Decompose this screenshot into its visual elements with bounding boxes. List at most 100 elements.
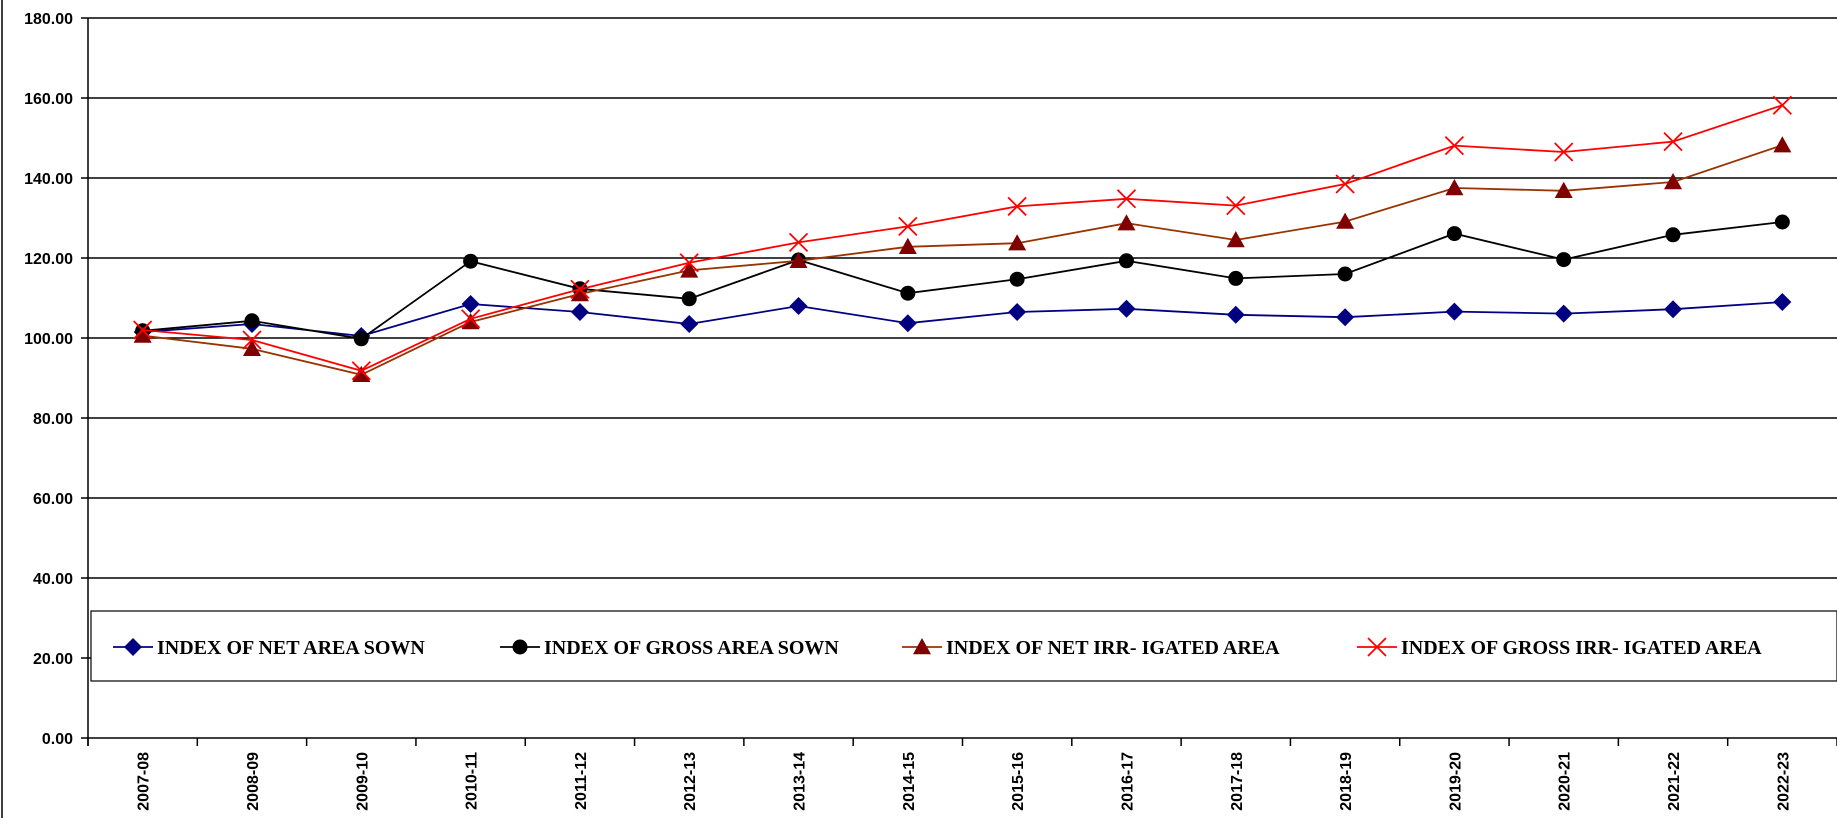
data-point <box>461 313 480 330</box>
data-point <box>242 339 261 356</box>
marker-x-stroke <box>133 320 153 340</box>
data-point <box>1774 214 1790 230</box>
data-point <box>1445 302 1464 321</box>
data-point <box>1554 304 1573 323</box>
data-point <box>351 361 371 381</box>
x-tick-label: 2022-23 <box>1775 752 1792 811</box>
legend-entry: INDEX OF NET AREA SOWN <box>113 637 425 659</box>
data-point <box>898 216 918 237</box>
y-tick-label: 20.00 <box>33 651 73 668</box>
marker-x-stroke <box>351 361 371 381</box>
data-point <box>1665 227 1681 243</box>
data-point <box>570 285 589 302</box>
data-point <box>460 309 481 329</box>
x-tick-label: 2012-13 <box>682 752 699 811</box>
series-4 <box>133 95 1792 381</box>
data-point <box>1554 181 1573 198</box>
data-point <box>680 315 699 333</box>
marker-x-stroke <box>1444 135 1465 156</box>
legend-label: INDEX OF NET IRR- IGATED AREA <box>946 637 1280 659</box>
data-point <box>1008 234 1027 251</box>
y-tick-label: 120.00 <box>24 251 73 268</box>
marker-x-stroke <box>1007 196 1027 217</box>
data-point <box>1117 299 1136 318</box>
marker-x-stroke <box>788 232 809 253</box>
y-tick-label: 140.00 <box>24 171 73 188</box>
marker-x-stroke <box>1116 189 1137 209</box>
y-tick-label: 160.00 <box>24 91 73 108</box>
data-point <box>1226 195 1246 216</box>
legend-marker <box>512 639 528 655</box>
marker-x-stroke <box>1663 131 1683 152</box>
data-point <box>353 331 369 347</box>
data-point <box>1007 196 1027 217</box>
data-point <box>1556 252 1572 268</box>
data-point <box>789 251 808 268</box>
data-point <box>1337 266 1353 282</box>
x-tick-label: 2017-18 <box>1229 752 1246 811</box>
legend-entry: INDEX OF GROSS IRR- IGATED AREA <box>1357 637 1762 659</box>
y-tick-label: 0.00 <box>42 731 73 748</box>
x-tick-label: 2015-16 <box>1010 752 1027 811</box>
legend-marker <box>1367 637 1387 657</box>
data-point <box>1009 271 1025 287</box>
x-tick-label: 2020-21 <box>1557 752 1574 811</box>
data-point <box>570 303 589 321</box>
legend: INDEX OF NET AREA SOWN INDEX OF GROSS ARE… <box>90 610 1837 682</box>
data-point <box>1445 179 1464 196</box>
data-point <box>1444 135 1465 156</box>
legend-label: INDEX OF NET AREA SOWN <box>157 637 425 659</box>
data-point <box>1117 214 1136 231</box>
series-3 <box>133 136 1792 382</box>
data-point <box>1664 173 1683 190</box>
data-point <box>789 297 808 315</box>
data-point <box>898 314 917 333</box>
legend-marker <box>913 638 931 655</box>
series-2 <box>135 214 1790 347</box>
series-line <box>142 104 1783 372</box>
x-tick-label: 2019-20 <box>1447 752 1464 811</box>
marker-x-stroke <box>1335 174 1355 194</box>
x-tick-label: 2009-10 <box>354 752 371 811</box>
x-axis: 2007-08 2008-09 2009-10 2010-11 2011-12 2012-… <box>87 738 1837 811</box>
series-layer <box>133 95 1792 382</box>
marker-x-stroke <box>679 253 699 273</box>
x-tick-label: 2014-15 <box>901 752 918 811</box>
x-tick-label: 2013-14 <box>792 752 809 811</box>
legend-box <box>90 610 1837 682</box>
data-point <box>1773 136 1792 153</box>
data-point <box>1116 189 1137 209</box>
x-tick-label: 2011-12 <box>573 752 590 810</box>
x-tick-label: 2021-22 <box>1666 752 1683 811</box>
data-point <box>900 285 916 301</box>
y-tick-label: 40.00 <box>33 571 73 588</box>
data-point <box>681 291 697 307</box>
series-line <box>142 144 1783 376</box>
data-point <box>788 232 809 253</box>
y-tick-label: 180.00 <box>24 11 73 28</box>
data-point <box>352 365 371 382</box>
marker-x-stroke <box>1554 142 1574 162</box>
marker-x-stroke <box>242 330 262 350</box>
marker-x-stroke <box>570 279 590 299</box>
series-line <box>142 301 1783 337</box>
marker-x-stroke <box>1367 637 1387 657</box>
x-tick-label: 2018-19 <box>1338 752 1355 811</box>
y-axis: 0.00 20.00 40.00 60.00 80.00 100.00 120.00 140.… <box>24 11 89 748</box>
y-tick-label: 100.00 <box>24 331 73 348</box>
data-point <box>1226 231 1245 248</box>
data-point <box>1554 142 1574 162</box>
x-tick-label: 2016-17 <box>1119 752 1136 811</box>
data-point <box>1772 95 1792 115</box>
legend-entry: INDEX OF GROSS AREA SOWN <box>500 637 839 659</box>
data-point <box>242 330 262 350</box>
data-point <box>1336 308 1355 327</box>
marker-x-stroke <box>898 216 918 237</box>
x-tick-label: 2007-08 <box>136 752 153 811</box>
data-point <box>1008 303 1027 321</box>
data-point <box>461 295 480 313</box>
data-point <box>570 279 590 299</box>
series-1 <box>133 293 1792 345</box>
x-tick-label: 2010-11 <box>464 752 481 810</box>
